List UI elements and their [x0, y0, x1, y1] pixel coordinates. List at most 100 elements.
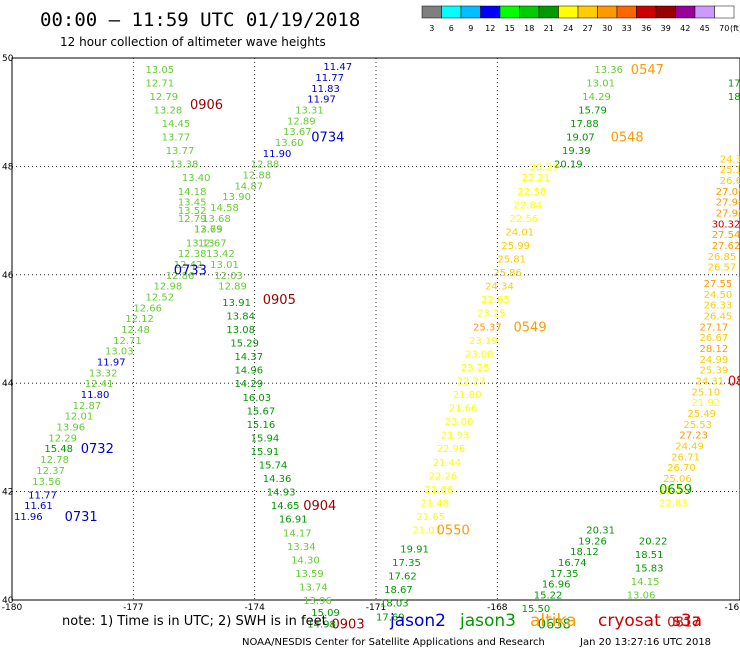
- colorbar-swatch: [421, 5, 442, 19]
- swh-value: 14.29: [582, 92, 611, 103]
- swh-value: 13.59: [295, 569, 324, 580]
- swh-value: 11.80: [81, 390, 110, 401]
- swh-value: 12.79: [150, 92, 179, 103]
- swh-value: 25.15: [720, 165, 740, 176]
- swh-value: 18.: [728, 92, 740, 103]
- swh-value: 19.39: [562, 146, 591, 157]
- swh-value: 26.71: [671, 452, 700, 463]
- swh-value: 21.07: [412, 526, 441, 537]
- swh-value: 20.31: [586, 526, 615, 537]
- colorbar-swatch: [577, 5, 598, 19]
- swh-value: 14.58: [210, 203, 239, 214]
- swh-value: 15.22: [534, 591, 563, 602]
- swh-value: 12.87: [73, 401, 102, 412]
- swh-value: 30.32: [712, 219, 740, 230]
- swh-value: 19.91: [400, 545, 429, 556]
- colorbar-swatch: [538, 5, 559, 19]
- x-tick-label: -16: [725, 603, 740, 613]
- colorbar-swatch: [441, 5, 462, 19]
- swh-value: 22.96: [437, 444, 466, 455]
- swh-value: 12.12: [125, 314, 154, 325]
- swh-value: 13.38: [170, 160, 199, 171]
- swh-value: 23.25: [461, 363, 490, 374]
- generation-timestamp: Jan 20 13:27:16 UTC 2018: [579, 637, 711, 648]
- colorbar-label: 27: [583, 24, 593, 33]
- swh-value: 22.21: [522, 173, 551, 184]
- swh-value: 26.67: [700, 333, 729, 344]
- swh-value: 13.06: [627, 591, 656, 602]
- grid-lines: [12, 58, 740, 600]
- swh-value: 13.45: [178, 198, 207, 209]
- swh-value: 12.52: [145, 292, 174, 303]
- swh-value: 12.66: [133, 303, 162, 314]
- swh-value: 12.71: [113, 336, 142, 347]
- swh-value: 12.86: [166, 271, 195, 282]
- swh-value: 14.93: [267, 488, 296, 499]
- colorbar-label: 42: [680, 24, 690, 33]
- x-tick-label: -174: [244, 603, 265, 613]
- swh-value: 16.74: [558, 558, 587, 569]
- swh-value: 24.34: [485, 282, 514, 293]
- swh-value: 12.88: [243, 171, 272, 182]
- colorbar-swatch: [636, 5, 657, 19]
- swh-value: 26.85: [708, 252, 737, 263]
- swh-value: 12.37: [36, 466, 65, 477]
- swh-value: 25.86: [493, 268, 522, 279]
- swh-value: 13.96: [56, 423, 85, 434]
- swh-value: 26.33: [704, 301, 733, 312]
- colorbar-swatch: [655, 5, 676, 19]
- swh-value: 27.23: [679, 431, 708, 442]
- pass-number: 0904: [303, 499, 336, 514]
- swh-value: 13.13: [186, 238, 215, 249]
- swh-value: 13.05: [145, 65, 174, 76]
- swh-value: 14.29: [234, 379, 263, 390]
- colorbar-label: 6: [449, 24, 454, 33]
- swh-value: 22.58: [518, 187, 547, 198]
- swh-value: 21.92: [691, 398, 720, 409]
- x-tick-label: -171: [366, 603, 386, 613]
- swh-value: 12.42: [174, 260, 203, 271]
- colorbar-label: 12: [485, 24, 495, 33]
- legend-item-s3a: s3a: [672, 611, 702, 631]
- pass-number: 0817: [667, 616, 700, 631]
- swh-value: 13.01: [586, 78, 615, 89]
- swh-value: 15.29: [230, 339, 259, 350]
- colorbar-label: 36: [641, 24, 651, 33]
- swh-value: 17.35: [392, 558, 421, 569]
- swh-value: 17.35: [550, 569, 579, 580]
- swh-value: 21.80: [453, 390, 482, 401]
- pass-number: 0732: [81, 442, 114, 457]
- swh-value: 14.65: [271, 501, 300, 512]
- colorbar-swatch: [480, 5, 501, 19]
- colorbar-swatch: [558, 5, 579, 19]
- pass-number: 0659: [659, 483, 692, 498]
- credit-line: NOAA/NESDIS Center for Satellite Applica…: [242, 637, 545, 648]
- swh-value: 15.67: [247, 406, 276, 417]
- swh-value: 21.93: [441, 431, 470, 442]
- colorbar-label: 15: [505, 24, 515, 33]
- swh-value: 15.94: [251, 433, 280, 444]
- swh-value: 11.90: [263, 149, 292, 160]
- swh-value: 19.07: [566, 133, 595, 144]
- swh-value: 25.49: [687, 409, 716, 420]
- page-title: 00:00 – 11:59 UTC 01/19/2018: [40, 9, 360, 31]
- swh-value: 26.62: [720, 176, 740, 187]
- swh-value: 22.56: [509, 214, 538, 225]
- swh-value: 27.55: [704, 279, 733, 290]
- swh-value: 15.79: [578, 105, 607, 116]
- swh-value: 13.03: [105, 347, 134, 358]
- swh-value: 13.34: [287, 542, 316, 553]
- swh-value: 22.83: [659, 498, 688, 509]
- swh-value: 26.57: [708, 263, 737, 274]
- swh-value: 22.27: [457, 376, 486, 387]
- pass-number: 0547: [631, 63, 664, 78]
- colorbar-label: 70: [719, 24, 729, 33]
- swh-value: 11.83: [311, 84, 340, 95]
- swh-value: 27.17: [700, 322, 729, 333]
- swh-value: 23.00: [445, 417, 474, 428]
- track-labels: 13.05 12.71 12.79 13.28 14.45 13.77 13.77 13.38…: [14, 62, 740, 630]
- swh-value: 13.68: [202, 214, 231, 225]
- footnote: note: 1) Time is in UTC; 2) SWH is in fe…: [62, 614, 327, 629]
- swh-value: 11.77: [315, 73, 344, 84]
